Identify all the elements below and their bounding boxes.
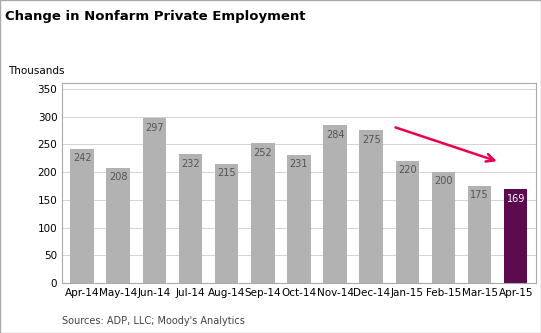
Text: Change in Nonfarm Private Employment: Change in Nonfarm Private Employment <box>5 10 306 23</box>
Text: 232: 232 <box>181 159 200 169</box>
Text: 208: 208 <box>109 172 128 182</box>
Text: Thousands: Thousands <box>8 66 64 76</box>
Text: 215: 215 <box>217 168 236 178</box>
Bar <box>143 118 166 283</box>
Text: 275: 275 <box>362 135 380 145</box>
Text: 169: 169 <box>506 194 525 204</box>
Bar <box>179 154 202 283</box>
Bar <box>395 161 419 283</box>
Text: 252: 252 <box>253 148 272 158</box>
Bar <box>324 126 347 283</box>
Bar <box>504 189 527 283</box>
Bar <box>215 164 239 283</box>
Bar <box>287 155 311 283</box>
Text: 200: 200 <box>434 176 453 186</box>
Text: 220: 220 <box>398 166 417 175</box>
Text: 284: 284 <box>326 130 344 140</box>
Text: 175: 175 <box>470 190 489 200</box>
Bar <box>107 167 130 283</box>
Bar <box>432 172 455 283</box>
Text: Sources: ADP, LLC; Moody's Analytics: Sources: ADP, LLC; Moody's Analytics <box>62 316 245 326</box>
Bar <box>359 131 383 283</box>
Text: 242: 242 <box>73 153 91 163</box>
Bar <box>251 143 274 283</box>
Bar <box>70 149 94 283</box>
Bar <box>468 186 491 283</box>
Text: 231: 231 <box>289 159 308 169</box>
Text: 297: 297 <box>145 123 164 133</box>
